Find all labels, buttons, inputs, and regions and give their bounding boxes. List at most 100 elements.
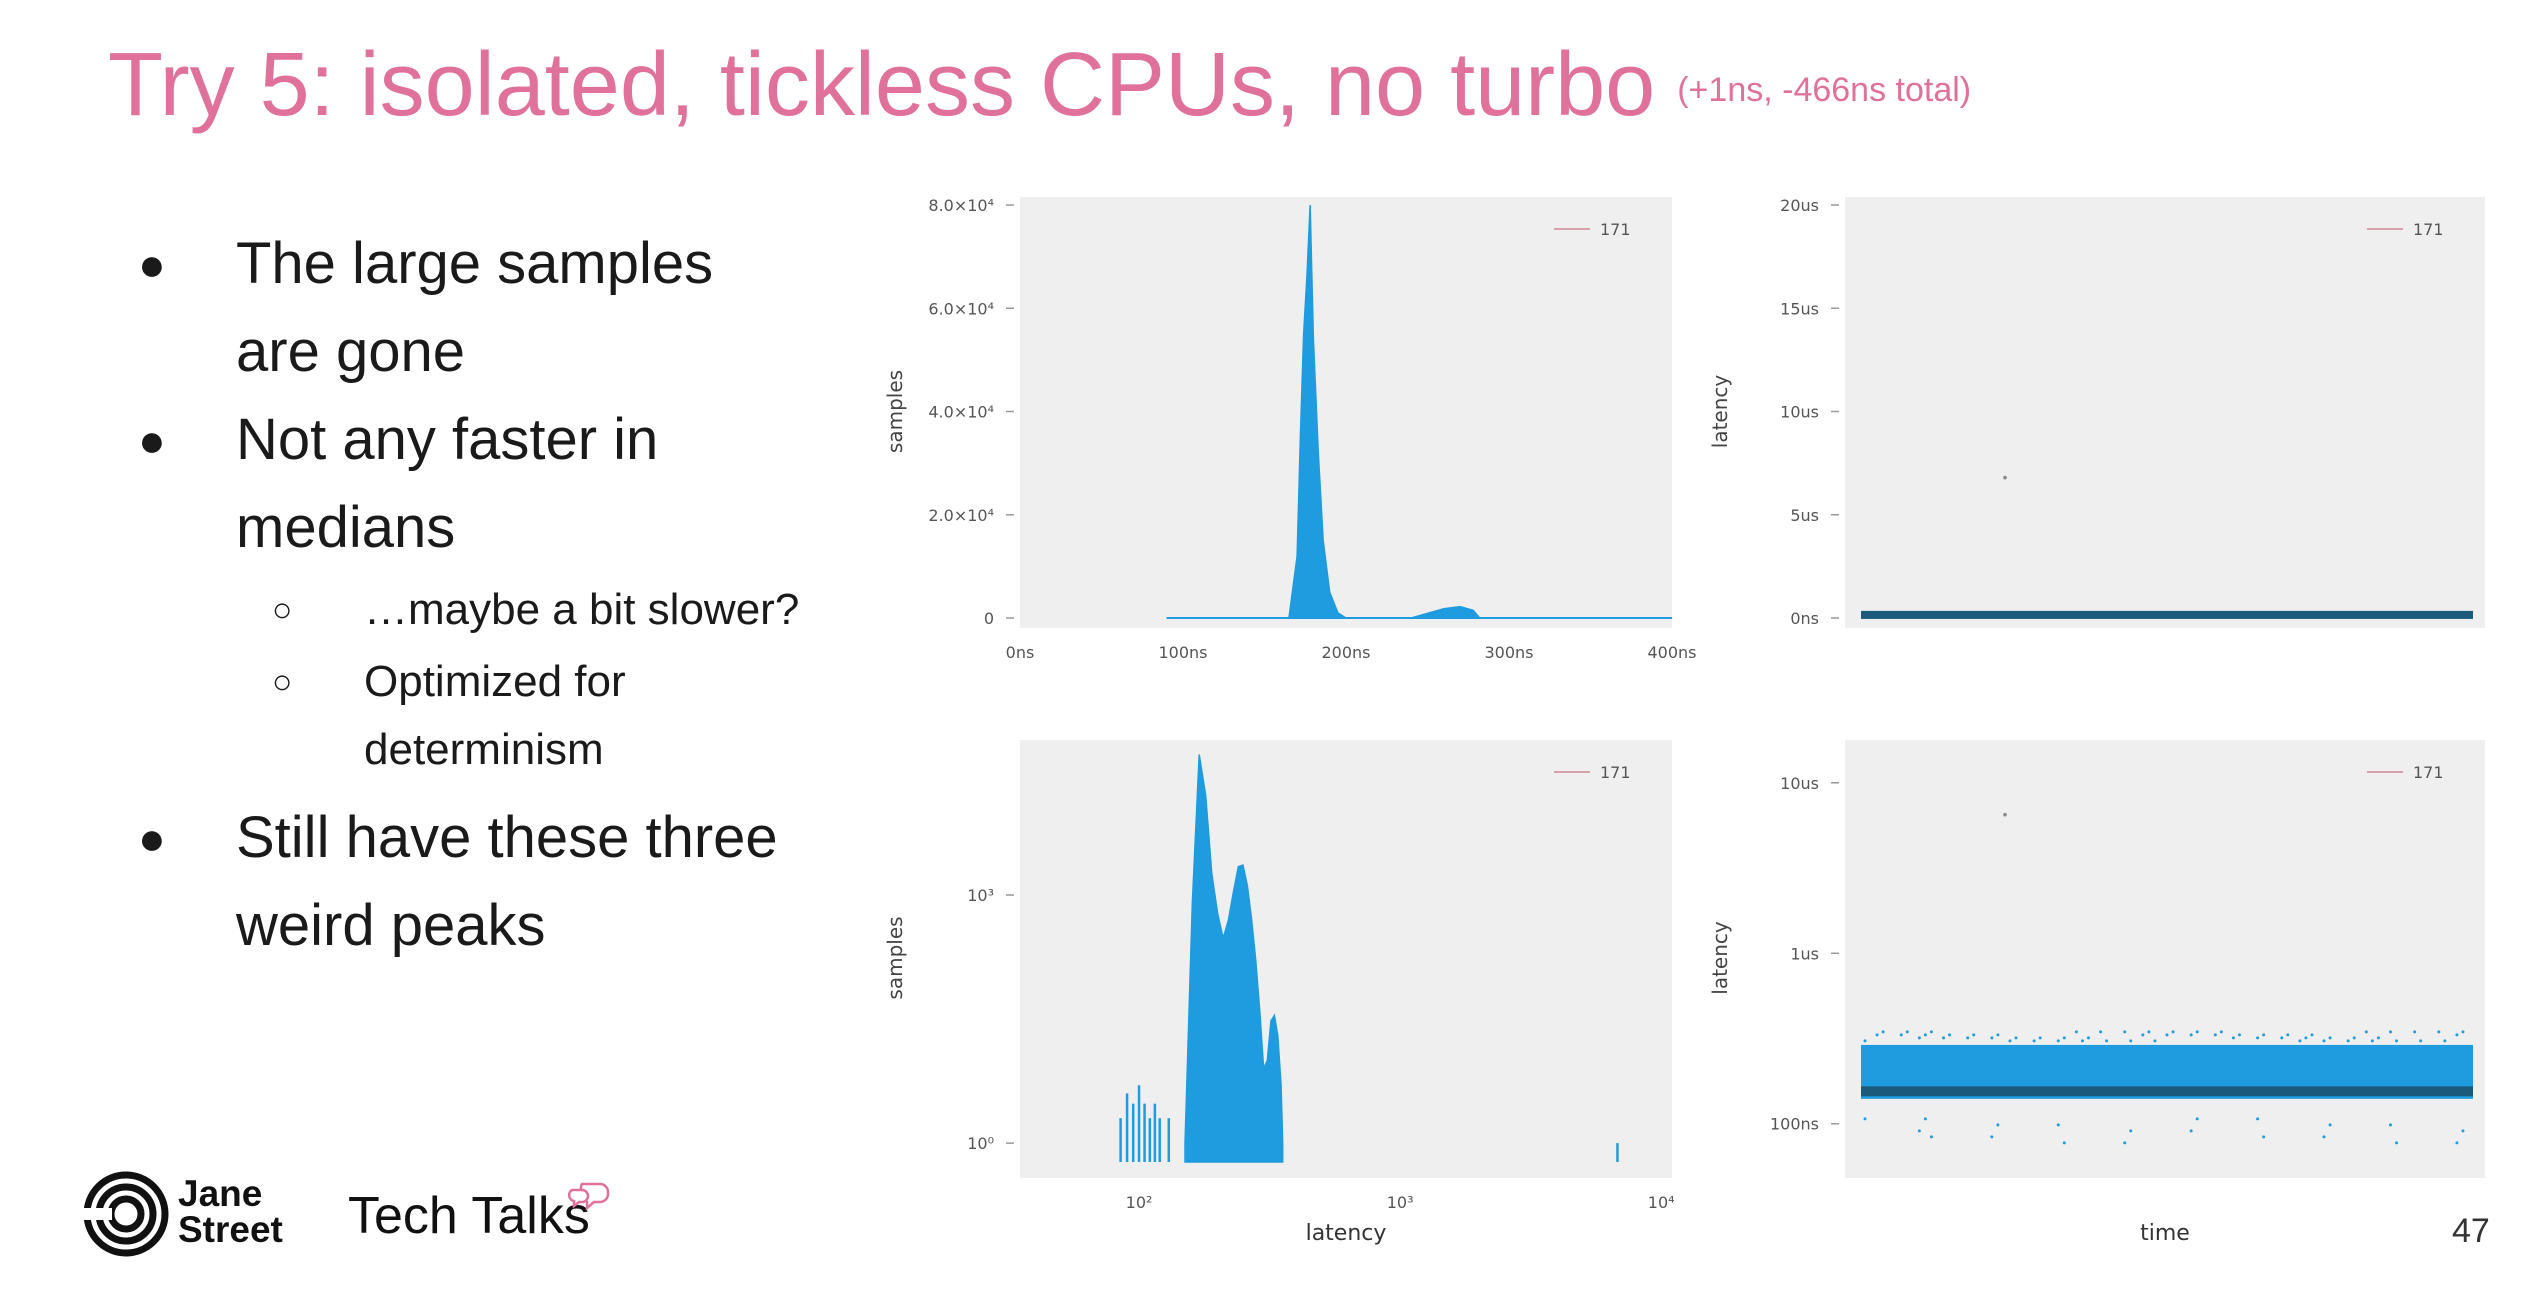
y-tick-label-0: 8.0×10⁴ — [928, 196, 994, 215]
scatter-point-3 — [2062, 1141, 2066, 1145]
scatter-point-3 — [2388, 1030, 2392, 1034]
scatter-point-3 — [2032, 1039, 2036, 1043]
y-tick-label-0: 4.0×10⁴ — [928, 403, 994, 422]
brand-line-1: Jane — [178, 1173, 263, 1214]
scatter-point-3 — [2141, 1033, 2145, 1037]
scatter-point-3 — [1875, 1033, 1879, 1037]
scatter-point-3 — [2328, 1036, 2332, 1040]
y-tick-label-1: 10us — [1780, 403, 1819, 422]
bullet-item: ● Still have these three weird peaks — [120, 794, 880, 970]
jane-street-logo-icon — [82, 1171, 169, 1257]
scatter-point-3 — [1899, 1033, 1903, 1037]
scatter-point-3 — [2262, 1135, 2266, 1139]
scatter-point-3 — [2413, 1030, 2417, 1034]
scatter-point-3 — [1996, 1033, 2000, 1037]
legend-label-1: 171 — [2413, 220, 2444, 239]
scatter-point-3 — [1990, 1036, 1994, 1040]
scatter-point-3 — [2062, 1036, 2066, 1040]
bullet-text-cont: are gone — [236, 319, 465, 384]
x-axis-label-2: latency — [1306, 1221, 1387, 1246]
scatter-point-3 — [2395, 1141, 2399, 1145]
scatter-point-3 — [1905, 1030, 1909, 1034]
x-axis-label-3: time — [2140, 1221, 2190, 1246]
legend-label-3: 171 — [2413, 763, 2444, 782]
x-tick-label-2: 10² — [1126, 1193, 1153, 1212]
bullet-item: ● Not any faster in medians — [120, 396, 880, 572]
y-axis-label-2: samples — [883, 916, 907, 999]
title-subtitle: (+1ns, -466ns total) — [1677, 71, 1972, 109]
plot-background-1 — [1845, 197, 2485, 628]
scatter-point-3 — [2455, 1141, 2459, 1145]
scatter-point-3 — [1863, 1117, 1867, 1121]
y-tick-label-2: 10⁰ — [967, 1134, 994, 1153]
bullet-list: ● The large samples are gone ● Not any fast… — [120, 220, 880, 970]
scatter-point-3 — [2105, 1039, 2109, 1043]
bullet-text: The large samples — [236, 231, 714, 296]
x-tick-label-0: 100ns — [1158, 643, 1207, 662]
scatter-point-3 — [2461, 1030, 2465, 1034]
scatter-point-3 — [2080, 1039, 2084, 1043]
x-tick-label-2: 10⁴ — [1648, 1193, 1675, 1212]
y-tick-label-1: 0ns — [1790, 609, 1819, 628]
x-tick-label-0: 300ns — [1484, 643, 1533, 662]
scatter-point-3 — [1966, 1036, 1970, 1040]
scatter-point-3 — [1923, 1117, 1927, 1121]
scatter-point-3 — [2346, 1039, 2350, 1043]
scatter-point-3 — [2443, 1039, 2447, 1043]
scatter-point-3 — [2189, 1129, 2193, 1133]
scatter-point-3 — [2370, 1039, 2374, 1043]
bullet-text: Still have these three — [236, 805, 778, 870]
scatter-point-3 — [2256, 1117, 2260, 1121]
slide-title: Try 5: isolated, tickless CPUs, no turbo… — [108, 30, 1971, 145]
legend-label-2: 171 — [1600, 763, 1631, 782]
scatter-point-3 — [1996, 1123, 2000, 1127]
scatter-point-3 — [2298, 1039, 2302, 1043]
brand-line-2: Street — [178, 1209, 283, 1250]
plot-background-0 — [1020, 197, 1672, 628]
scatter-point-3 — [1948, 1033, 1952, 1037]
bullet-item: ● The large samples are gone — [120, 220, 880, 396]
scatter-point-3 — [2388, 1123, 2392, 1127]
sub-bullet-text: Optimized for — [364, 657, 626, 706]
bullet-text-cont: medians — [236, 495, 456, 560]
scatter-point-3 — [2219, 1030, 2223, 1034]
y-tick-label-2: 10³ — [967, 886, 994, 905]
scatter-point-3 — [2310, 1033, 2314, 1037]
scatter-point-3 — [1917, 1036, 1921, 1040]
series-area-0 — [1166, 204, 1672, 619]
y-axis-label-1: latency — [1708, 375, 1732, 449]
y-tick-label-0: 0 — [984, 609, 994, 628]
scatter-point-3 — [2129, 1039, 2133, 1043]
scatter-point-3 — [2322, 1135, 2326, 1139]
scatter-point-3 — [2123, 1141, 2127, 1145]
scatter-point-3 — [2286, 1033, 2290, 1037]
y-tick-label-0: 6.0×10⁴ — [928, 299, 994, 318]
scatter-point-3 — [2056, 1039, 2060, 1043]
brand-name: Jane Street — [178, 1173, 283, 1250]
scatter-point-3 — [2280, 1036, 2284, 1040]
scatter-point-3 — [2008, 1039, 2012, 1043]
scatter-point-3 — [2376, 1036, 2380, 1040]
sub-bullet-circle-icon: ○ — [272, 663, 293, 701]
y-axis-label-0: samples — [883, 370, 907, 453]
scatter-point-3 — [2455, 1033, 2459, 1037]
y-tick-label-1: 5us — [1790, 506, 1819, 525]
y-tick-label-1: 20us — [1780, 196, 1819, 215]
scatter-point-3 — [1929, 1135, 1933, 1139]
scatter-point-3 — [2256, 1036, 2260, 1040]
x-tick-label-0: 400ns — [1647, 643, 1696, 662]
scatter-point-3 — [2213, 1033, 2217, 1037]
series-area-2 — [1184, 754, 1284, 1163]
scatter-point-3 — [2195, 1030, 2199, 1034]
scatter-point-3 — [2038, 1036, 2042, 1040]
scatter-point-3 — [1942, 1036, 1946, 1040]
title-text: Try 5: isolated, tickless CPUs, no turbo — [108, 35, 1656, 135]
scatter-point-3 — [2147, 1030, 2151, 1034]
scatter-point-3 — [1929, 1030, 1933, 1034]
y-tick-label-1: 15us — [1780, 299, 1819, 318]
page-number: 47 — [2452, 1212, 2490, 1250]
plot-background-3 — [1845, 740, 2485, 1178]
scatter-point-3 — [2304, 1036, 2308, 1040]
speech-bubble-icon — [568, 1182, 610, 1211]
